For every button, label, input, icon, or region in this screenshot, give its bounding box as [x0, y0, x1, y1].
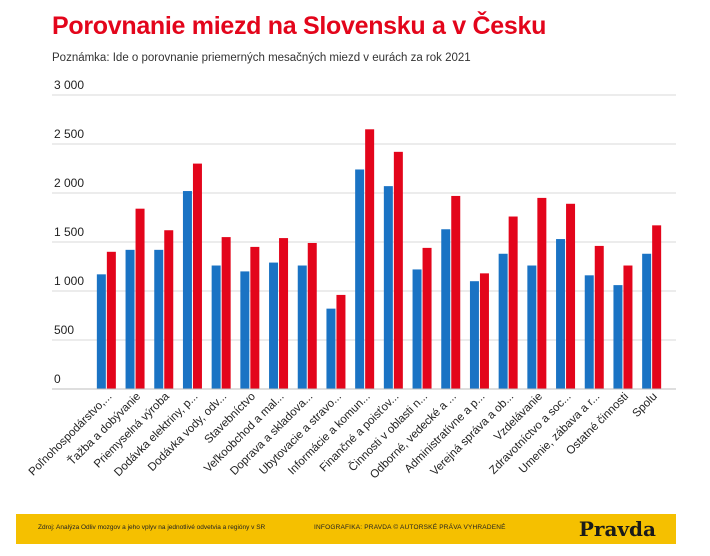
y-tick-label: 1 500	[54, 225, 84, 239]
y-tick-label: 3 000	[54, 78, 84, 92]
bar-cz	[623, 265, 633, 389]
y-tick-label: 1 000	[54, 274, 84, 288]
bar-sk	[383, 186, 393, 389]
bar-cz	[279, 238, 289, 389]
bar-cz	[336, 294, 346, 389]
bar-cz	[221, 237, 231, 389]
bar-sk	[355, 169, 365, 389]
bar-cz	[393, 151, 403, 389]
bar-cz	[422, 247, 432, 389]
chart-subtitle: Poznámka: Ide o porovnanie priemerných m…	[52, 52, 471, 64]
source-note: Zdroj: Analýza Odliv mozgov a jeho vplyv…	[38, 524, 266, 531]
footer-bar: Zdroj: Analýza Odliv mozgov a jeho vplyv…	[16, 514, 676, 544]
bar-cz	[508, 216, 518, 389]
bar-cz	[594, 245, 604, 389]
bar-sk	[211, 265, 221, 389]
bar-cz	[365, 129, 375, 390]
bar-cz	[192, 163, 202, 389]
bar-cz	[250, 246, 260, 389]
bar-cz	[307, 242, 317, 389]
bar-cz	[135, 208, 145, 389]
credit-note: INFOGRAFIKA: PRAVDA © AUTORSKÉ PRÁVA VYH…	[314, 524, 506, 531]
bar-sk	[297, 265, 307, 389]
bar-sk	[556, 239, 566, 389]
bar-sk	[412, 269, 422, 389]
bar-cz	[566, 203, 576, 389]
bar-sk	[182, 191, 192, 389]
bar-cz	[451, 195, 461, 389]
bar-sk	[441, 229, 451, 389]
bar-sk	[584, 275, 594, 389]
brand-logo: Pravda	[578, 517, 656, 541]
x-tick-label: Spolu	[630, 391, 659, 420]
bar-cz	[106, 251, 116, 389]
bar-sk	[240, 271, 250, 389]
bar-sk	[326, 308, 336, 389]
bar-sk	[527, 265, 537, 389]
bar-sk	[96, 274, 106, 389]
bar-sk	[642, 253, 652, 389]
bar-sk	[469, 281, 479, 389]
bar-sk	[154, 249, 164, 389]
bar-sk	[498, 253, 508, 389]
bar-cz	[164, 230, 174, 389]
bar-sk	[613, 285, 623, 389]
y-tick-label: 2 500	[54, 127, 84, 141]
y-tick-label: 500	[54, 323, 74, 337]
y-tick-label: 2 000	[54, 176, 84, 190]
y-tick-label: 0	[54, 372, 61, 386]
chart-title: Porovnanie miezd na Slovensku a v Česku	[52, 12, 547, 40]
bar-cz	[479, 273, 489, 389]
bar-sk	[269, 262, 279, 389]
bar-cz	[537, 197, 547, 389]
bar-cz	[652, 225, 662, 389]
bar-sk	[125, 249, 135, 389]
